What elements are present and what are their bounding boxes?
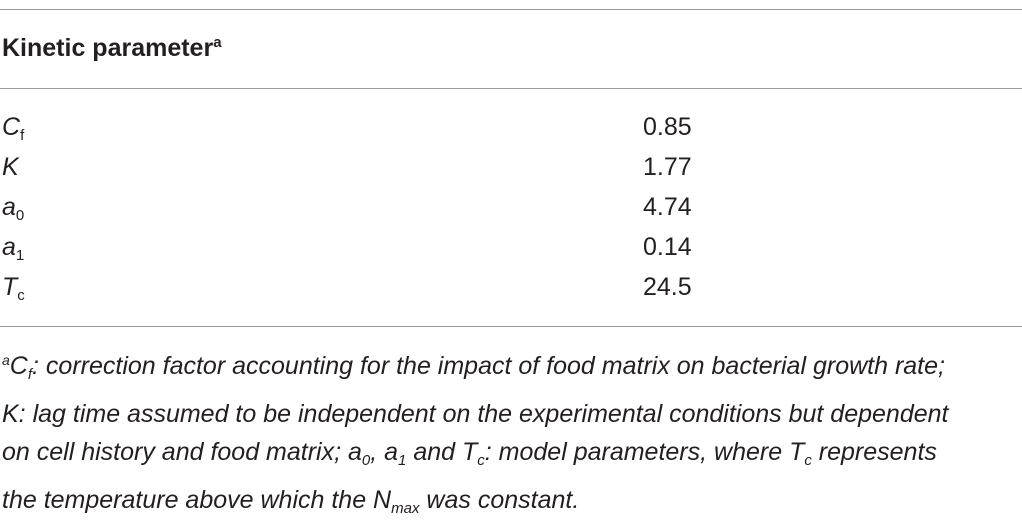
- footnote-text: was constant.: [419, 485, 580, 514]
- table-row: Tc 24.5: [0, 273, 1022, 313]
- subscript: c: [477, 452, 485, 469]
- parameter-cell: K: [2, 153, 19, 182]
- subscript: f: [27, 366, 33, 383]
- parameter-symbol: C: [2, 113, 21, 141]
- value-cell: 1.77: [643, 153, 692, 181]
- parameter-cell: Cf: [2, 113, 24, 144]
- page: Kinetic parametera Cf 0.85 K 1.77 a0 4.74 a1 0.…: [0, 9, 1022, 517]
- table-row: Cf 0.85: [0, 113, 1022, 153]
- subscript: 0: [361, 452, 371, 469]
- table-row: a1 0.14: [0, 233, 1022, 273]
- parameter-subscript: c: [17, 287, 25, 304]
- parameter-cell: a0: [2, 193, 24, 224]
- parameter-cell: Tc: [2, 273, 25, 304]
- subscript: max: [391, 499, 420, 517]
- footnote-text: , a: [370, 438, 399, 466]
- top-rule: [0, 9, 1022, 10]
- column-header: Kinetic parametera: [2, 34, 222, 63]
- footnote-text: the temperature above which the N: [2, 485, 392, 514]
- footnote: aCf: correction factor accounting for th…: [2, 341, 948, 528]
- footnote-text: K: lag time assumed to be independent on…: [2, 399, 949, 428]
- value-cell: 0.14: [643, 233, 692, 261]
- bottom-rule: [0, 326, 1022, 327]
- subscript: 1: [398, 452, 407, 469]
- footnote-text: on cell history and food matrix; a: [2, 438, 362, 466]
- parameter-subscript: 1: [15, 247, 25, 264]
- value-cell: 0.85: [643, 113, 692, 141]
- parameter-symbol: T: [2, 273, 18, 301]
- header-label: Kinetic parameter: [2, 34, 214, 62]
- table-row: K 1.77: [0, 153, 1022, 193]
- table-row: a0 4.74: [0, 193, 1022, 233]
- value-cell: 24.5: [643, 273, 692, 301]
- parameter-cell: a1: [2, 233, 24, 264]
- parameter-subscript: f: [20, 127, 25, 144]
- parameter-symbol: a: [2, 193, 16, 221]
- subscript: c: [804, 452, 812, 469]
- footnote-text: : correction factor accounting for the i…: [32, 352, 945, 380]
- parameter-symbol: K: [2, 153, 19, 181]
- note-marker: a: [2, 352, 10, 368]
- footnote-text: and T: [406, 438, 478, 466]
- footnote-text: represents: [811, 438, 937, 466]
- parameter-subscript: 0: [15, 207, 25, 224]
- note-marker: a: [213, 34, 222, 51]
- footnote-text: C: [9, 352, 28, 380]
- footnote-text: : model parameters, where T: [484, 438, 805, 466]
- parameter-symbol: a: [2, 233, 16, 261]
- value-cell: 4.74: [643, 193, 692, 221]
- header-rule: [0, 88, 1022, 89]
